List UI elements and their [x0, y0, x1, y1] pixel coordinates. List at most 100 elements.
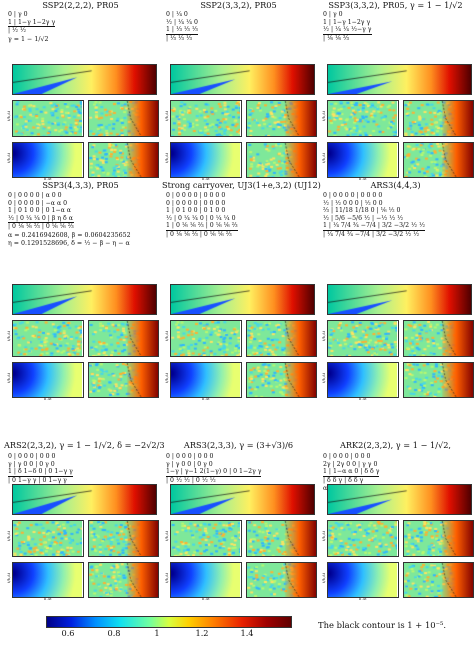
y-axis-label: t/h,Δt — [322, 530, 327, 542]
panel-title: ARS3(2,3,3), γ = (3+√3)/6 — [183, 440, 294, 450]
colorbar-tick: 1.2 — [195, 628, 209, 638]
y-axis-label: t/h,Δt — [322, 572, 327, 584]
stability-contour-map — [12, 100, 84, 137]
stability-contour-map — [170, 64, 315, 95]
stability-contour-map — [12, 284, 157, 315]
tableau-row: | ⅙ ⅙ ⅔ — [323, 33, 372, 43]
y-axis-label: t/h,Δt — [7, 110, 12, 122]
stability-contour-map — [245, 320, 317, 357]
y-axis-label: t/h,Δt — [7, 530, 12, 542]
stability-contour-map — [402, 362, 474, 398]
y-axis-label: t/h,Δt — [7, 152, 12, 164]
stability-contour-map — [12, 320, 84, 357]
tableau-row: 1 | 1−γ 1−2γ γ — [323, 18, 371, 26]
stability-contour-map — [327, 520, 399, 557]
y-axis-label: t/h,Δt — [322, 110, 327, 122]
tableau-row: 1 | 1−γ 1−2γ γ — [8, 18, 56, 26]
stability-contour-map — [327, 284, 472, 315]
tableau-row: 1−γ | γ−1 2(1−γ) 0 | 0 1−2γ γ — [166, 468, 262, 476]
colorbar — [46, 616, 292, 628]
coefficient-note: α = 0.2416942608, β = 0.0604235652 η = 0… — [8, 232, 131, 247]
tableau-row: 1 | 0 ⅙ ⅙ ⅔ | 0 ⅙ ⅙ ⅔ — [166, 222, 238, 230]
y-axis-label: t/h,Δt — [165, 330, 170, 342]
tableau-row: ½ | 0 ¼ ¼ 0 | 0 ¼ ¼ 0 — [166, 214, 236, 222]
stability-contour-map — [402, 320, 474, 357]
tableau-row: 0 | 0 0 0 | 0 0 0 — [8, 453, 56, 460]
stability-contour-map — [402, 142, 474, 178]
stability-contour-map — [402, 520, 474, 557]
colorbar-tick: 0.8 — [107, 628, 121, 638]
y-axis-label: t/h,Δt — [165, 152, 170, 164]
stability-contour-map — [327, 142, 399, 178]
stability-contour-map — [12, 64, 157, 95]
panel-title: Strong carryover, UJ3(1+e,3,2) (UJ12) — [162, 180, 321, 190]
stability-contour-map — [327, 64, 472, 95]
panel-title: SSP2(2,2,2), PR05 — [42, 0, 119, 10]
panel-title: SSP2(3,3,2), PR05 — [200, 0, 277, 10]
stability-contour-map — [327, 562, 399, 598]
stability-contour-map — [245, 142, 317, 178]
panel-title: SSP3(4,3,3), PR05 — [42, 180, 119, 190]
stability-contour-map — [170, 520, 242, 557]
stability-contour-map — [402, 100, 474, 137]
stability-contour-map — [170, 100, 242, 137]
tableau-row: ½ | 0 ¼ ¼ 0 | β η δ α — [8, 214, 73, 222]
stability-contour-map — [327, 484, 472, 515]
stability-contour-map — [12, 484, 157, 515]
tableau-row: ½ | 5/6 −5/6 ½ | −½ ½ ½ — [323, 214, 404, 222]
tableau-row: 0 | 0 0 0 0 | 0 0 0 0 — [166, 199, 226, 207]
panel-title: ARS2(2,3,2), γ = 1 − 1/√2, δ = −2√2/3 — [4, 440, 165, 450]
stability-contour-map — [87, 320, 159, 357]
stability-contour-map — [170, 142, 242, 178]
tableau-row: 1 | ⅓ ⅓ ⅓ — [166, 26, 198, 34]
y-axis-label: t/h,Δt — [7, 330, 12, 342]
colorbar-tick: 1 — [154, 628, 160, 638]
y-axis-label: t/h,Δt — [165, 572, 170, 584]
panel-title: ARK2(2,3,2), γ = 1 − 1/√2, — [339, 440, 452, 450]
tableau-row: ½ | ¼ ¼ 0 — [166, 18, 198, 26]
stability-contour-map — [87, 362, 159, 398]
tableau-row: 0 | ¼ 0 — [166, 11, 188, 18]
tableau-row: 0 | γ 0 — [8, 11, 28, 18]
tableau-row: 1 | 0 1 0 0 | 0 1 0 0 — [166, 207, 226, 215]
x-axis-label: h Δt — [44, 597, 52, 601]
tableau-row: | ⅓ ⅓ ⅓ — [166, 33, 198, 43]
stability-contour-map — [12, 142, 84, 178]
coefficient-note: γ = 1 − 1/√2 — [8, 35, 49, 43]
stability-contour-map — [170, 484, 315, 515]
x-axis-label: h Δt — [359, 597, 367, 601]
tableau-row: 0 | 0 0 0 0 | −α α 0 — [8, 199, 68, 207]
y-axis-label: t/h,Δt — [322, 372, 327, 384]
tableau-row: 0 | γ 0 — [323, 11, 343, 18]
colorbar-tick: 1.4 — [240, 628, 254, 638]
stability-contour-map — [12, 562, 84, 598]
tableau-row: 2γ | 2γ 0 0 | γ γ 0 — [323, 460, 378, 468]
stability-contour-map — [245, 100, 317, 137]
tableau-row: 1 | δ 1−δ 0 | 0 1−γ γ — [8, 468, 73, 476]
panel-title: SSP3(3,3,2), PR05, γ = 1 − 1/√2 — [328, 0, 463, 10]
x-axis-label: h Δt — [44, 397, 52, 401]
y-axis-label: t/h,Δt — [7, 572, 12, 584]
tableau-row: | 0 ½ ½ | 0 ½ ½ — [166, 475, 262, 485]
y-axis-label: t/h,Δt — [165, 530, 170, 542]
y-axis-label: t/h,Δt — [165, 110, 170, 122]
tableau-row: 1 | 1−α α 0 | δ δ γ — [323, 468, 380, 476]
y-axis-label: t/h,Δt — [7, 372, 12, 384]
tableau-row: ½ | ¼ ¼ ½−γ γ — [323, 26, 372, 34]
colorbar-note: The black contour is 1 + 10⁻⁵. — [318, 620, 447, 630]
y-axis-label: t/h,Δt — [165, 372, 170, 384]
tableau-row: 1 | ¼ 7/4 ¾ −7/4 | 3/2 −3/2 ½ ½ — [323, 222, 425, 230]
stability-contour-map — [170, 362, 242, 398]
tableau-row: 0 | 0 0 0 0 | 0 0 0 0 — [323, 192, 383, 199]
tableau-row: 0 | 0 0 0 0 | 0 0 0 0 — [166, 192, 226, 199]
tableau-row: 0 | 0 0 0 | 0 0 0 — [166, 453, 214, 460]
